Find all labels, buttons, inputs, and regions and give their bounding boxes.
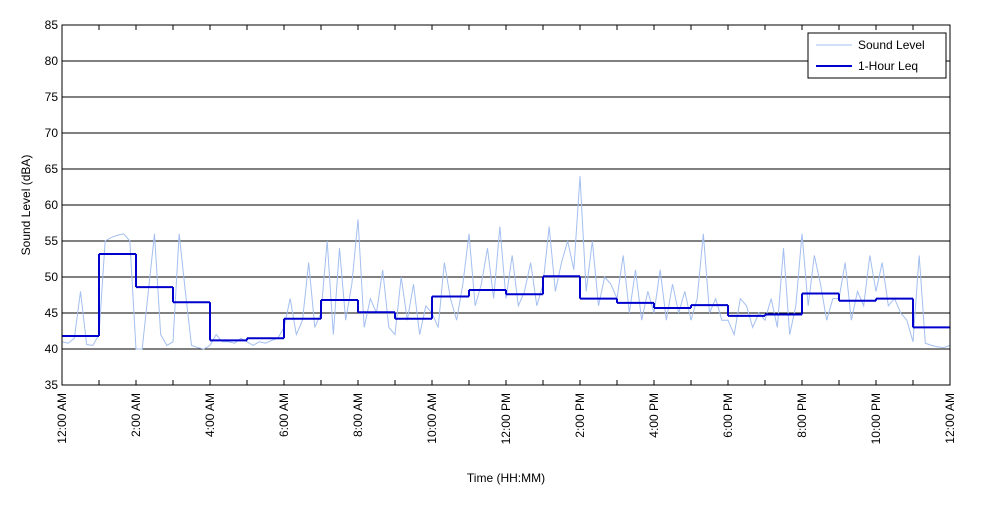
x-tick-label: 8:00 AM (351, 393, 365, 437)
y-tick-label: 50 (45, 270, 59, 284)
y-tick-label: 80 (45, 54, 59, 68)
x-tick-label: 10:00 PM (869, 393, 883, 444)
legend-label: 1-Hour Leq (858, 59, 918, 73)
x-tick-label: 4:00 PM (647, 393, 661, 438)
plot-frame (61, 24, 951, 386)
y-tick-label: 70 (45, 126, 59, 140)
y-tick-label: 60 (45, 198, 59, 212)
x-tick-label: 12:00 AM (55, 393, 69, 444)
y-tick-label: 40 (45, 342, 59, 356)
y-tick-label: 75 (45, 90, 59, 104)
y-tick-label: 65 (45, 162, 59, 176)
x-tick-label: 2:00 AM (129, 393, 143, 437)
y-tick-label: 45 (45, 306, 59, 320)
x-tick-label: 4:00 AM (203, 393, 217, 437)
x-tick-label: 12:00 PM (499, 393, 513, 444)
legend: Sound Level 1-Hour Leq (807, 32, 947, 79)
x-tick-label: 8:00 PM (795, 393, 809, 438)
x-tick-label: 12:00 AM (943, 393, 957, 444)
x-tick-label: 10:00 AM (425, 393, 439, 444)
legend-box (807, 32, 947, 79)
legend-label: Sound Level (858, 38, 925, 52)
y-tick-label: 55 (45, 234, 59, 248)
x-tick-label: 2:00 PM (573, 393, 587, 438)
x-tick-label: 6:00 AM (277, 393, 291, 437)
x-axis-label: Time (HH:MM) (467, 471, 545, 485)
y-axis-label: Sound Level (dBA) (19, 155, 33, 256)
y-tick-label: 35 (45, 378, 59, 392)
y-tick-label: 85 (45, 18, 59, 32)
x-tick-label: 6:00 PM (721, 393, 735, 438)
sound-level-line (61, 176, 951, 350)
